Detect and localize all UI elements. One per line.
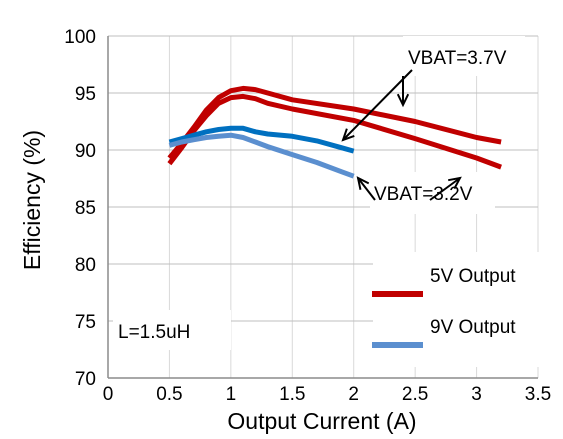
legend-label-5v: 5V Output [430,266,516,287]
annotation-vbat-3-2: VBAT=3.2V [374,184,473,205]
x-tick-label: 2 [348,384,359,405]
y-tick-label: 100 [64,27,96,48]
y-tick-label: 95 [75,84,96,105]
axes [107,36,538,379]
annotation-inductor: L=1.5uH [118,322,190,343]
tick-labels: 0 0.5 1 1.5 2 2.5 3 3.5 70 75 80 85 90 95 100 [64,27,551,405]
annotation-vbat-3-7: VBAT=3.7V [408,48,507,69]
annotation-box-inductor [113,310,231,350]
y-tick-label: 70 [75,369,96,390]
annotation-box-vbat-3-2 [370,172,495,214]
arrow-vbat37-down-head [396,93,410,108]
series-line-2 [168,125,355,154]
arrow-vbat37-left-head [341,128,355,142]
x-tick-label: 0 [103,384,114,405]
y-tick-label: 85 [75,198,96,219]
arrow-vbat37-left-shaft [342,69,413,141]
arrow-vbat32-left-shaft [357,177,376,201]
series-line-1 [167,93,502,170]
x-tick-label: 1 [226,384,237,405]
y-tick-label: 75 [75,312,96,333]
x-tick-label: 1.5 [279,384,305,405]
x-tick-label: 3 [471,384,482,405]
series-lines [167,85,502,179]
annotation-arrows [341,69,462,201]
y-axis-label: Efficiency (%) [19,130,45,270]
arrow-vbat32-right-shaft [429,177,461,201]
legend-label-9v: 9V Output [430,317,516,338]
series-line-3 [168,132,355,179]
x-tick-label: 0.5 [156,384,182,405]
x-tick-label: 2.5 [402,384,428,405]
annotation-box-vbat-3-7 [403,36,525,76]
x-tick-label: 3.5 [525,384,551,405]
y-tick-label: 80 [75,255,96,276]
arrow-vbat32-left-head [356,176,370,190]
y-tick-label: 90 [75,141,96,162]
x-axis-label: Output Current (A) [227,408,416,434]
arrow-vbat32-right-head [448,176,462,190]
